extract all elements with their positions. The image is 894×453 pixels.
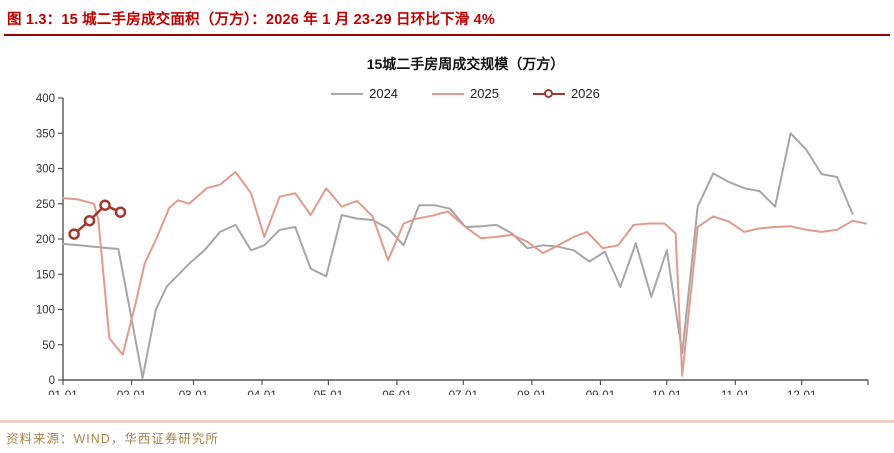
- y-tick-label: 50: [42, 340, 55, 352]
- chart-legend: 2024 2025 2026: [63, 86, 868, 101]
- y-tick-label: 150: [36, 269, 55, 281]
- legend-item-2026: 2026: [532, 86, 600, 101]
- x-tick-label: 10-01: [652, 390, 681, 395]
- series-line-2026: [72, 203, 122, 236]
- x-tick-label: 11-01: [721, 390, 750, 395]
- y-tick-label: 0: [49, 375, 55, 387]
- legend-label-2026: 2026: [570, 86, 600, 101]
- x-tick-label: 08-01: [517, 390, 546, 395]
- chart-title: 15城二手房周成交规模（万方）: [366, 56, 565, 72]
- legend-swatch-2026: [532, 88, 565, 98]
- axis-lines: [62, 98, 868, 381]
- chart-plot: 0 50 100 150 200 250 300 350 400 01-01 02-01 03-01 0…: [36, 93, 869, 395]
- x-tick-label: 09-01: [586, 390, 615, 395]
- y-tick-label: 250: [36, 199, 55, 211]
- legend-swatch-2025: [432, 92, 465, 95]
- legend-swatch-2024: [331, 92, 364, 95]
- legend-label-2025: 2025: [470, 86, 499, 101]
- y-tick-label: 350: [36, 128, 55, 140]
- header-divider: [4, 34, 890, 36]
- legend-item-2024: 2024: [331, 86, 398, 101]
- series-marker-2026: [83, 214, 96, 227]
- x-tick-label: 02-01: [117, 390, 146, 395]
- legend-item-2025: 2025: [432, 86, 499, 101]
- x-tick-label: 05-01: [314, 390, 343, 395]
- x-tick-label: 03-01: [179, 390, 208, 395]
- x-tick-label: 04-01: [247, 390, 276, 395]
- footer-divider: [0, 420, 894, 423]
- x-tick-label: 07-01: [449, 390, 478, 395]
- series-line-2025: [62, 171, 867, 377]
- y-tick-label: 200: [36, 234, 55, 246]
- y-tick-label: 400: [36, 93, 55, 105]
- x-tick-label: 01-01: [48, 390, 77, 395]
- series-marker-2026: [68, 228, 80, 240]
- x-tick-label: 12-01: [787, 390, 816, 395]
- x-tick-label: 06-01: [382, 390, 411, 395]
- legend-label-2024: 2024: [369, 86, 399, 101]
- figure-caption: 图 1.3：15 城二手房成交面积（万方）：2026 年 1 月 23-29 日…: [7, 12, 496, 28]
- source-note: 资料来源：WIND，华西证券研究所: [6, 432, 219, 446]
- series-marker-2026: [114, 206, 127, 218]
- y-tick-label: 100: [36, 305, 55, 317]
- series-marker-2026: [99, 199, 111, 211]
- y-tick-label: 300: [36, 164, 55, 176]
- chart: 15城二手房周成交规模（万方） 2024 2025 2026 0 50 100 150 20…: [0, 44, 894, 404]
- series-line-2024: [62, 132, 854, 379]
- legend-marker-icon: [543, 88, 553, 98]
